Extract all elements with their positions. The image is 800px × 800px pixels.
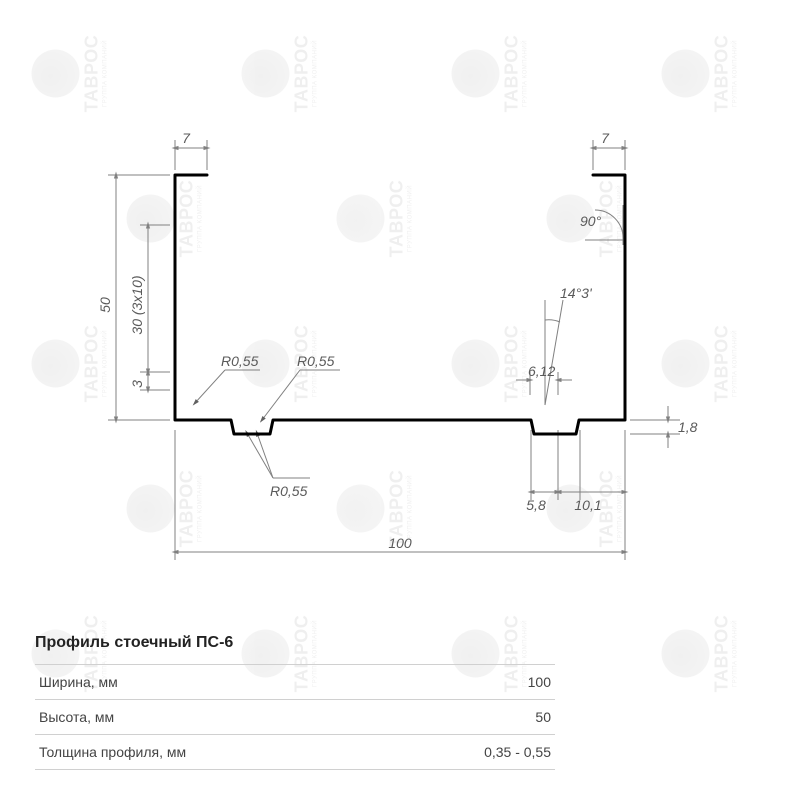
dim-18: 1,8 xyxy=(678,419,698,435)
dim-612: 6,12 xyxy=(528,363,555,379)
dim-r055-a: R0,55 xyxy=(221,353,259,369)
spec-table: Профиль стоечный ПС-6 Ширина, мм 100 Выс… xyxy=(35,634,555,770)
spec-label: Ширина, мм xyxy=(39,674,118,690)
dim-58: 5,8 xyxy=(526,497,546,513)
spec-value: 0,35 - 0,55 xyxy=(484,744,551,760)
dimension-labels: 7 7 50 30 (3x10) 3 R0,55 R0,55 R0,55 90°… xyxy=(97,130,698,551)
dim-top-lip-right: 7 xyxy=(601,130,610,146)
spec-value: 50 xyxy=(535,709,551,725)
dim-101: 10,1 xyxy=(574,497,601,513)
spec-row: Толщина профиля, мм 0,35 - 0,55 xyxy=(35,734,555,770)
dim-height-30: 30 (3x10) xyxy=(129,275,145,334)
spec-row: Ширина, мм 100 xyxy=(35,664,555,699)
dim-top-lip-left: 7 xyxy=(182,130,191,146)
dim-angle-90: 90° xyxy=(580,213,602,229)
dim-r055-c: R0,55 xyxy=(270,483,308,499)
spec-label: Толщина профиля, мм xyxy=(39,744,186,760)
spec-title: Профиль стоечный ПС-6 xyxy=(35,634,555,652)
profile-outline xyxy=(175,175,625,434)
profile-diagram: 7 7 50 30 (3x10) 3 R0,55 R0,55 R0,55 90°… xyxy=(0,0,800,620)
dim-width-100: 100 xyxy=(388,535,412,551)
dim-r055-b: R0,55 xyxy=(297,353,335,369)
dim-angle-14-3: 14°3' xyxy=(560,285,593,301)
spec-value: 100 xyxy=(528,674,551,690)
dim-height-3: 3 xyxy=(129,380,145,388)
spec-label: Высота, мм xyxy=(39,709,114,725)
spec-row: Высота, мм 50 xyxy=(35,699,555,734)
dim-height-50: 50 xyxy=(97,297,113,313)
